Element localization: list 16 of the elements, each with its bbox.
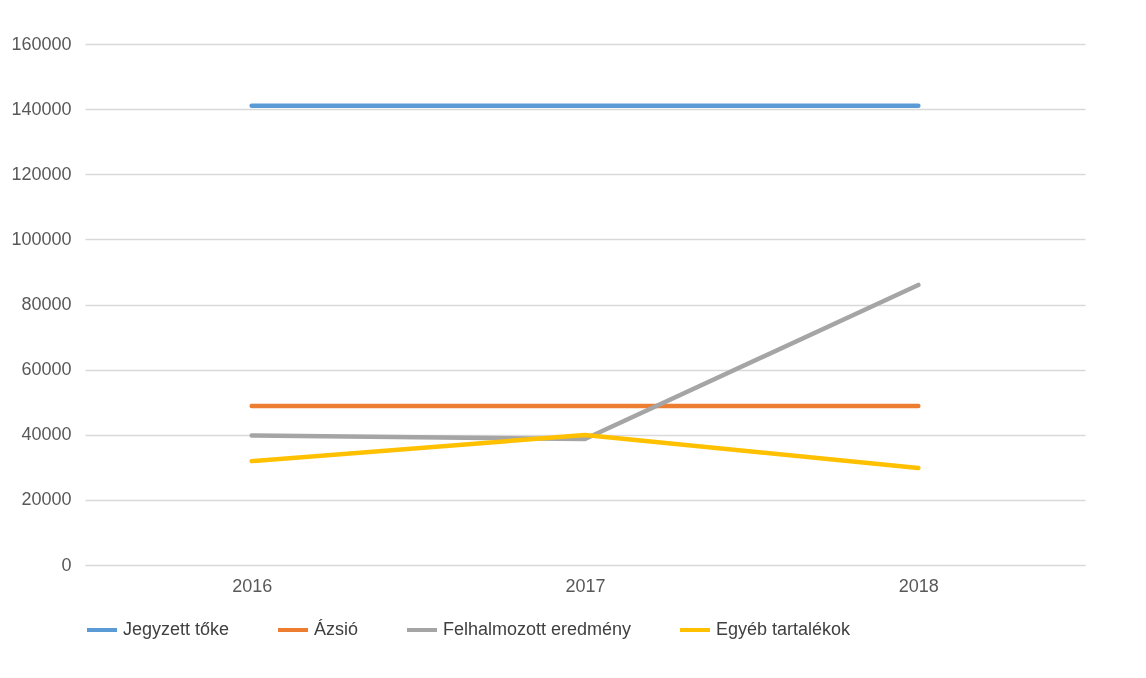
legend-label: Ázsió: [314, 619, 359, 639]
y-tick-label: 60000: [21, 359, 72, 380]
y-tick-label: 20000: [21, 489, 72, 510]
y-tick-label: 40000: [21, 424, 72, 445]
y-tick-label: 120000: [11, 163, 72, 184]
y-tick-label: 100000: [11, 228, 72, 249]
legend-label: Egyéb tartalékok: [716, 619, 852, 639]
x-tick-label: 2018: [898, 575, 939, 596]
legend-label: Jegyzett tőke: [123, 619, 230, 639]
y-tick-label: 0: [61, 554, 72, 575]
y-tick-label: 160000: [11, 33, 72, 54]
legend-label: Felhalmozott eredmény: [443, 619, 632, 639]
x-tick-label: 2017: [565, 575, 606, 596]
x-tick-label: 2016: [232, 575, 273, 596]
y-tick-label: 140000: [11, 98, 72, 119]
y-tick-label: 80000: [21, 294, 72, 314]
